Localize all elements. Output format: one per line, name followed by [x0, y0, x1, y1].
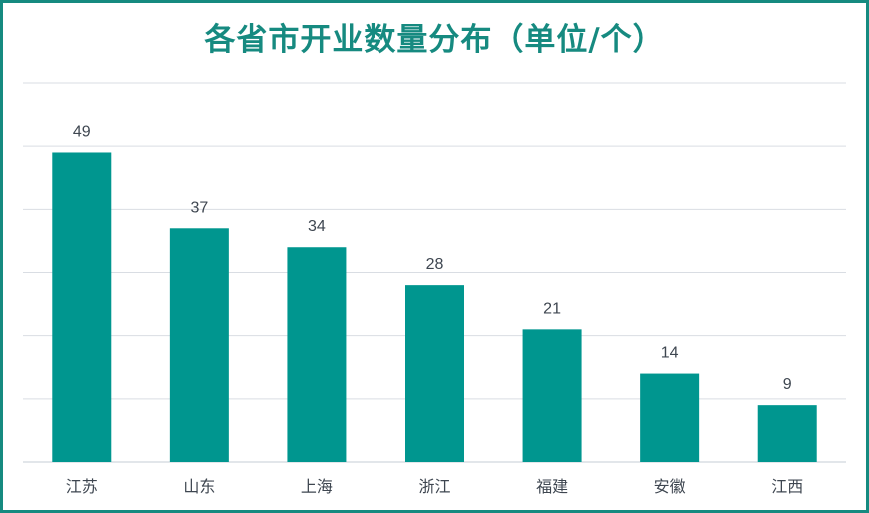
bars: [52, 152, 817, 462]
data-label: 49: [73, 123, 91, 140]
data-label: 34: [308, 218, 326, 235]
bar: [287, 247, 347, 462]
category-label: 江苏: [66, 477, 98, 496]
category-label: 浙江: [418, 477, 450, 496]
category-label: 福建: [536, 477, 568, 496]
bar: [640, 373, 700, 462]
bar: [169, 228, 229, 462]
data-label: 9: [783, 376, 792, 393]
data-label: 37: [190, 199, 208, 216]
data-label: 21: [543, 300, 561, 317]
data-label: 14: [661, 345, 679, 362]
bar: [757, 405, 817, 462]
category-labels: 江苏 山东 上海 浙江 福建 安徽 江西: [66, 477, 803, 496]
category-label: 山东: [183, 477, 215, 496]
bar: [522, 329, 582, 462]
bar: [52, 152, 112, 462]
chart-title: 各省市开业数量分布（单位/个）: [204, 22, 665, 58]
data-label: 28: [426, 256, 444, 273]
value-labels: 49 37 34 28 21 14 9: [73, 123, 792, 393]
category-label: 上海: [301, 477, 333, 496]
category-label: 安徽: [654, 477, 686, 496]
category-label: 江西: [771, 477, 803, 496]
bar: [405, 285, 464, 462]
